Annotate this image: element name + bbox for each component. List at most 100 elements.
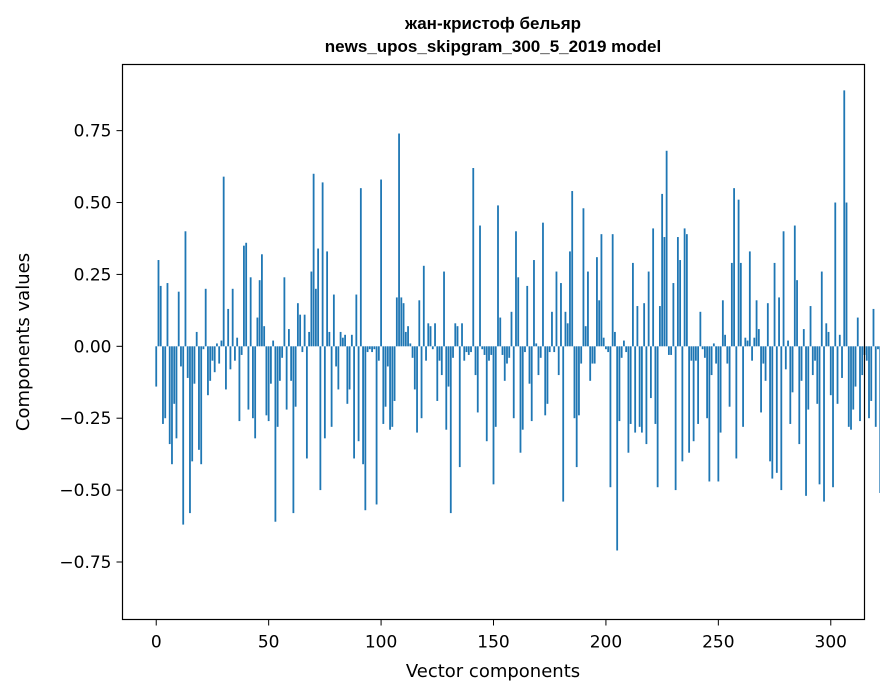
bar-component-54 — [276, 346, 279, 427]
bar-component-264 — [748, 251, 751, 347]
bar-component-199 — [602, 337, 605, 347]
bar-component-286 — [798, 346, 801, 445]
bar-component-111 — [404, 331, 407, 347]
bar-component-71 — [314, 288, 317, 347]
bar-component-257 — [733, 188, 735, 347]
bar-component-156 — [506, 346, 508, 364]
bar-component-90 — [357, 346, 360, 442]
bar-component-163 — [521, 346, 524, 430]
bar-component-250 — [717, 346, 720, 482]
bar-component-149 — [490, 346, 493, 355]
bar-component-193 — [589, 346, 592, 381]
bar-component-138 — [465, 346, 468, 353]
y-tick-label: −0.25 — [59, 409, 111, 429]
bar-component-142 — [474, 346, 477, 376]
bar-component-139 — [467, 346, 470, 355]
bar-component-219 — [647, 271, 650, 347]
bar-component-265 — [751, 346, 753, 361]
bar-component-40 — [245, 242, 248, 347]
bar-component-116 — [416, 346, 418, 433]
bar-component-285 — [796, 280, 798, 347]
bar-component-185 — [571, 191, 574, 347]
bar-component-130 — [447, 346, 450, 387]
bar-component-277 — [778, 297, 780, 347]
bar-component-169 — [535, 343, 538, 347]
bar-component-187 — [575, 346, 578, 468]
bar-component-308 — [847, 346, 850, 427]
bar-component-69 — [310, 271, 313, 347]
bar-component-289 — [805, 346, 807, 496]
bar-component-274 — [771, 346, 774, 479]
bar-component-91 — [359, 188, 362, 347]
bar-component-136 — [461, 323, 463, 347]
bar-component-190 — [582, 208, 585, 347]
bar-component-44 — [254, 346, 257, 439]
bar-component-181 — [562, 346, 565, 502]
bar-component-98 — [375, 346, 378, 505]
bar-component-94 — [366, 346, 369, 353]
bar-component-188 — [578, 346, 580, 416]
bar-component-86 — [348, 346, 351, 390]
bar-component-101 — [382, 346, 385, 424]
bar-component-87 — [350, 334, 353, 347]
bar-component-314 — [861, 346, 864, 376]
bar-component-6 — [168, 346, 171, 445]
bar-component-278 — [780, 346, 783, 491]
bar-component-299 — [827, 331, 830, 347]
bar-component-123 — [431, 346, 434, 350]
bar-component-16 — [191, 346, 194, 462]
bar-component-158 — [510, 311, 513, 347]
bar-component-37 — [238, 346, 241, 422]
bar-component-166 — [528, 346, 531, 384]
bar-component-127 — [440, 346, 443, 376]
bar-component-82 — [339, 331, 342, 347]
bar-component-151 — [494, 346, 497, 427]
bar-component-253 — [724, 334, 726, 347]
bar-component-24 — [209, 346, 212, 381]
bar-component-150 — [492, 346, 495, 485]
bar-component-14 — [186, 346, 189, 378]
bar-component-239 — [692, 346, 695, 442]
bar-component-256 — [730, 262, 733, 347]
bar-component-75 — [323, 346, 326, 439]
bar-component-241 — [697, 346, 700, 424]
bar-component-95 — [368, 346, 371, 350]
bar-component-214 — [636, 306, 639, 347]
bar-component-73 — [319, 346, 322, 491]
bar-component-267 — [755, 300, 758, 347]
bar-component-108 — [398, 133, 400, 347]
bar-component-202 — [609, 346, 612, 488]
bar-component-23 — [207, 346, 209, 396]
bar-component-103 — [386, 346, 389, 367]
bar-component-200 — [605, 346, 607, 350]
x-tick-label: 250 — [702, 633, 734, 653]
bar-component-170 — [537, 346, 540, 376]
bar-component-243 — [701, 346, 704, 350]
bar-component-66 — [303, 314, 306, 347]
bar-component-235 — [683, 228, 686, 347]
bar-component-173 — [544, 346, 547, 416]
bar-component-247 — [710, 346, 713, 376]
bar-component-126 — [438, 346, 441, 361]
bar-component-293 — [814, 346, 816, 361]
bar-component-234 — [681, 346, 684, 462]
bar-component-227 — [665, 150, 668, 347]
bar-component-97 — [373, 346, 376, 350]
bar-component-33 — [229, 346, 232, 370]
bar-component-121 — [427, 323, 430, 347]
bar-component-268 — [757, 329, 760, 347]
bar-component-107 — [395, 297, 398, 347]
bar-component-223 — [656, 346, 659, 488]
bar-component-288 — [802, 329, 805, 347]
bar-component-133 — [454, 323, 457, 347]
bar-component-137 — [463, 346, 466, 361]
bar-component-238 — [690, 346, 693, 361]
bar-component-191 — [584, 326, 587, 347]
bar-component-0 — [155, 346, 158, 387]
bar-component-215 — [638, 346, 641, 427]
bar-component-272 — [766, 303, 769, 347]
bar-component-84 — [344, 334, 346, 347]
bar-component-311 — [854, 346, 857, 387]
bar-component-85 — [346, 346, 349, 404]
